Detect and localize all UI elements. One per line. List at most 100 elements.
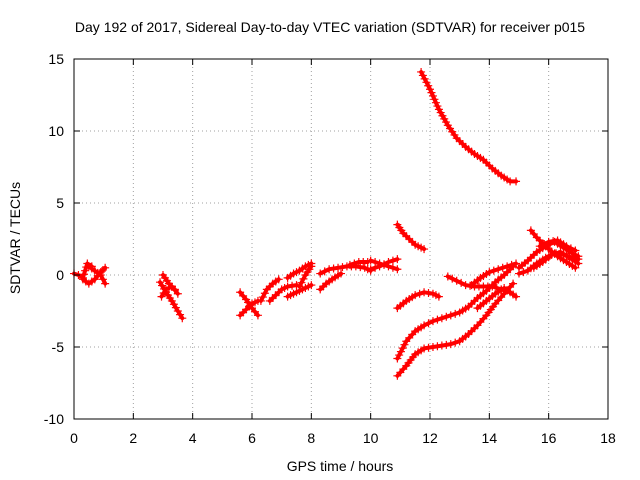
series-trail bbox=[419, 70, 518, 184]
series-t9 bbox=[256, 275, 283, 305]
x-tick-label: 0 bbox=[70, 430, 78, 446]
data-point bbox=[485, 268, 494, 277]
y-tick-label: 5 bbox=[56, 195, 64, 211]
data-point bbox=[488, 282, 497, 291]
data-point bbox=[80, 270, 89, 279]
series-t30 bbox=[529, 247, 583, 272]
data-point bbox=[574, 259, 583, 268]
x-tick-label: 16 bbox=[541, 430, 557, 446]
data-point bbox=[375, 262, 384, 271]
data-point bbox=[253, 311, 262, 320]
data-point bbox=[169, 300, 178, 309]
series-t6 bbox=[159, 271, 179, 294]
data-point bbox=[500, 283, 509, 292]
data-point bbox=[443, 272, 452, 281]
data-point bbox=[512, 177, 521, 186]
data-point bbox=[549, 237, 558, 246]
data-point bbox=[437, 341, 446, 350]
x-tick-label: 12 bbox=[422, 430, 438, 446]
series-t20 bbox=[393, 288, 443, 313]
data-point bbox=[96, 271, 105, 279]
x-tick-label: 10 bbox=[363, 430, 379, 446]
data-point bbox=[437, 314, 446, 323]
data-point bbox=[388, 263, 397, 272]
data-point bbox=[395, 351, 404, 360]
data-point bbox=[434, 292, 443, 301]
data-point bbox=[400, 340, 409, 349]
data-point bbox=[519, 268, 528, 277]
data-point bbox=[171, 303, 180, 312]
x-tick-label: 8 bbox=[307, 430, 315, 446]
data-point bbox=[338, 263, 347, 272]
x-tick-label: 2 bbox=[129, 430, 137, 446]
data-point bbox=[366, 265, 375, 274]
y-tick-label: -10 bbox=[44, 411, 64, 427]
data-point bbox=[422, 78, 431, 87]
data-point bbox=[396, 347, 405, 356]
series-t15 bbox=[316, 269, 345, 294]
data-point bbox=[420, 344, 429, 353]
series-t23 bbox=[393, 279, 518, 380]
data-point bbox=[503, 262, 512, 271]
data-point bbox=[426, 85, 434, 94]
data-point bbox=[420, 288, 429, 297]
y-tick-label: 10 bbox=[48, 123, 64, 139]
data-point bbox=[393, 265, 402, 274]
data-point bbox=[158, 281, 167, 290]
data-point bbox=[299, 274, 308, 283]
series-t24 bbox=[443, 272, 521, 301]
data-point bbox=[170, 285, 179, 294]
data-point bbox=[433, 342, 442, 351]
series-trail bbox=[475, 286, 507, 311]
data-point bbox=[566, 244, 575, 253]
data-point bbox=[356, 263, 365, 272]
data-point bbox=[571, 246, 580, 255]
data-point bbox=[433, 315, 442, 324]
data-point bbox=[512, 259, 521, 268]
data-point bbox=[420, 74, 429, 83]
data-point bbox=[547, 250, 556, 259]
data-point bbox=[167, 296, 176, 305]
data-point bbox=[417, 67, 426, 76]
data-point bbox=[388, 256, 397, 265]
data-point bbox=[457, 278, 466, 287]
data-point bbox=[329, 264, 338, 273]
series-t26 bbox=[473, 283, 509, 313]
data-point bbox=[431, 98, 440, 107]
y-tick-label: 15 bbox=[48, 51, 64, 67]
data-point bbox=[371, 263, 380, 272]
data-point bbox=[562, 242, 571, 251]
data-point bbox=[498, 263, 507, 272]
data-point bbox=[384, 258, 393, 267]
data-point bbox=[380, 260, 389, 269]
series-t14 bbox=[316, 262, 375, 278]
data-point bbox=[489, 266, 498, 275]
series-t21 bbox=[417, 67, 521, 186]
axis-ticks: 0 2 4 6 8 10 12 14 16 18 -10 -5 0 5 10 15 bbox=[44, 51, 616, 446]
data-point bbox=[428, 343, 437, 351]
plot-frame bbox=[73, 58, 609, 420]
data-point bbox=[320, 267, 329, 276]
data-point bbox=[430, 95, 439, 104]
data-point bbox=[428, 317, 437, 326]
data-point bbox=[535, 242, 544, 251]
x-tick-label: 18 bbox=[600, 430, 616, 446]
x-tick-label: 14 bbox=[482, 430, 498, 446]
y-tick-label: -5 bbox=[52, 339, 65, 355]
data-point bbox=[307, 281, 316, 290]
data-point bbox=[424, 81, 433, 90]
data-point bbox=[316, 269, 325, 278]
data-point bbox=[101, 279, 110, 288]
series-t29 bbox=[526, 226, 580, 272]
data-point bbox=[345, 260, 354, 269]
data-point bbox=[544, 237, 553, 246]
data-point bbox=[366, 256, 375, 265]
data-point bbox=[442, 312, 451, 321]
series-t8 bbox=[236, 296, 262, 320]
data-point bbox=[418, 71, 427, 80]
series-t10 bbox=[265, 281, 301, 305]
series-t19 bbox=[393, 220, 429, 254]
data-point bbox=[509, 279, 518, 288]
data-point bbox=[574, 252, 583, 261]
